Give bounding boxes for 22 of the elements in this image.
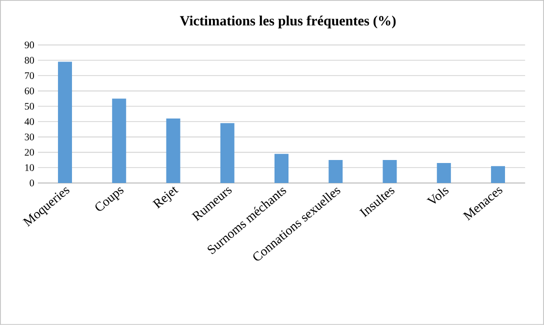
bar (166, 118, 180, 183)
bar (112, 98, 126, 183)
bar (58, 62, 72, 183)
bar (328, 160, 343, 183)
y-tick-label: 70 (25, 72, 34, 80)
y-tick-label: 0 (30, 180, 34, 186)
y-tick-label: 90 (24, 42, 34, 48)
chart-title: Victimations les plus fréquentes (%) (180, 16, 396, 28)
bar (436, 163, 451, 183)
y-tick-label: 10 (25, 164, 34, 172)
bar (382, 160, 397, 183)
y-tick-label: 20 (24, 148, 34, 156)
x-tick-label: Vols (426, 188, 449, 204)
bar (491, 166, 506, 183)
y-tick-label: 60 (24, 88, 34, 94)
y-tick-label: 50 (24, 102, 34, 110)
y-tick-label: 30 (24, 134, 34, 140)
y-tick-label: 40 (24, 118, 34, 126)
bar (220, 123, 234, 183)
x-tick-label: Rejet (152, 186, 178, 209)
bar (274, 154, 289, 183)
y-tick-label: 80 (24, 56, 34, 64)
